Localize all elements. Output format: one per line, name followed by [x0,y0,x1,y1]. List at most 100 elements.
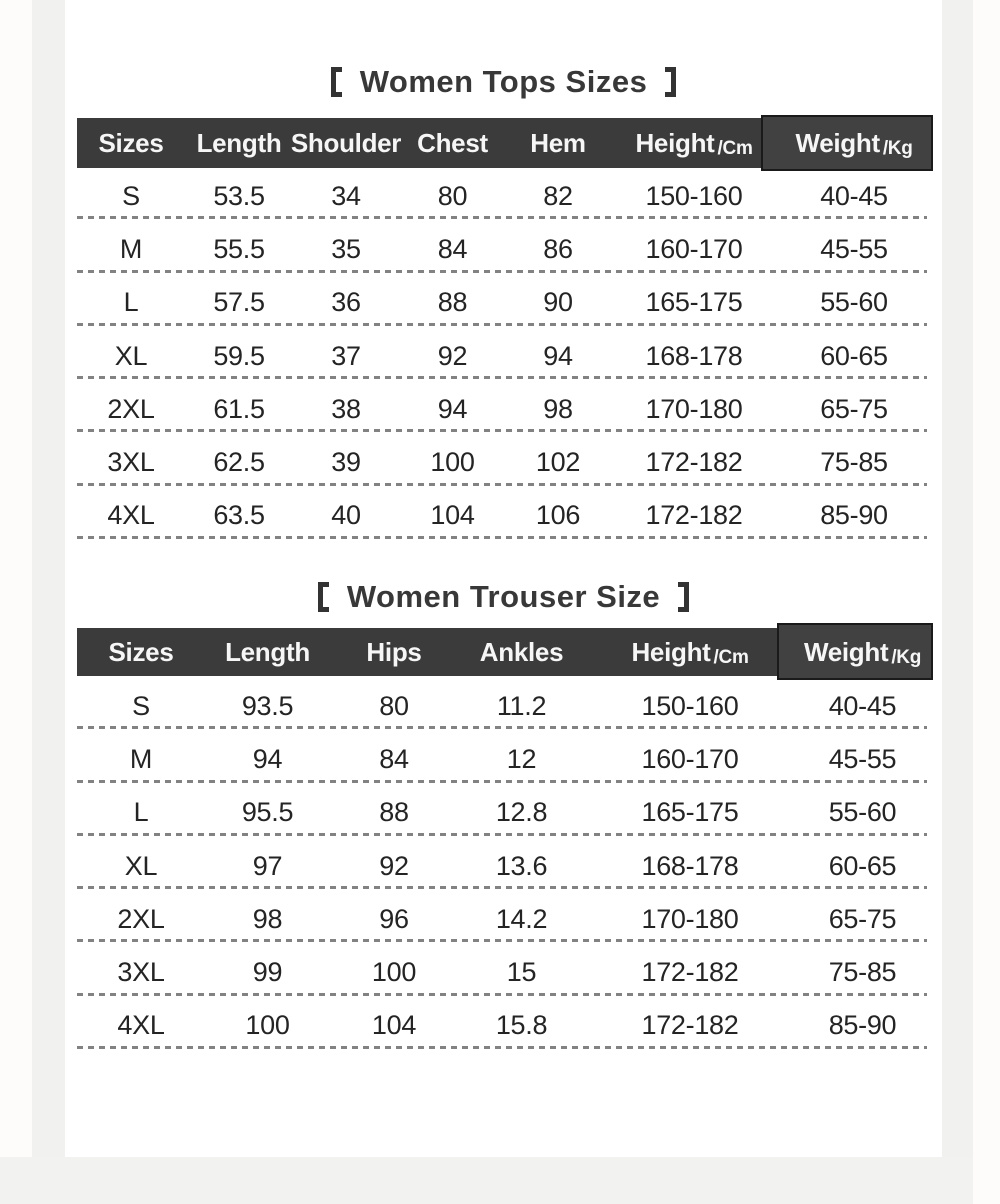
value-cell: 172-182 [641,957,739,988]
lenticular-bracket-right-icon [665,67,677,97]
value-cell: 35 [331,233,361,264]
header-unit-label: /Kg [882,138,913,159]
header-label: Hem [530,127,586,158]
value-cell: 37 [331,340,361,371]
header-label: Length [196,127,282,158]
dashed-divider [77,536,927,540]
header-cell-sizes: Sizes [77,637,205,668]
header-label: Weight [795,127,880,158]
value-cell: 92 [437,340,468,371]
value-cell: 53.5 [213,180,265,211]
value-cell: 150-160 [645,180,743,211]
women-trouser-size-table: Women Trouser Size Sizes Length Hips Ankles… [77,574,933,1050]
value-cell: 172-182 [645,447,743,478]
table-row-s: S 93.5 80 11.2 150-160 40-45 [77,676,930,730]
value-cell: 170-180 [645,393,743,424]
lenticular-bracket-right-icon [678,582,690,612]
header-cell-weight: Weight/Kg [778,127,930,160]
value-cell: 65-75 [820,393,888,424]
header-cell-length: Length [205,637,330,668]
table-title-trouser: Women Trouser Size [77,574,930,620]
size-label-cell: S [132,690,150,721]
value-cell: 62.5 [213,447,265,478]
size-label-cell: S [122,180,140,211]
value-cell: 63.5 [213,500,265,531]
lenticular-bracket-left-icon [330,67,342,97]
value-cell: 99 [252,957,283,988]
value-cell: 84 [437,233,468,264]
table-row-xl: XL 59.5 37 92 94 168-178 60-65 [77,326,930,380]
value-cell: 102 [535,447,581,478]
lenticular-bracket-left-icon [317,582,329,612]
value-cell: 86 [543,233,573,264]
value-cell: 80 [437,180,468,211]
value-cell: 168-178 [641,850,739,881]
value-cell: 15 [506,957,537,988]
header-cell-hem: Hem [506,128,610,159]
header-label: Height [631,636,711,667]
header-unit-label: /Cm [717,138,753,159]
dashed-divider [77,1046,927,1050]
value-cell: 95.5 [241,797,294,828]
value-cell: 12.8 [495,797,548,828]
table-row-l: L 95.5 88 12.8 165-175 55-60 [77,783,930,836]
header-label: Weight [803,636,889,667]
dashed-divider [77,992,927,996]
value-cell: 14.2 [495,903,548,934]
value-cell: 88 [379,797,409,828]
value-cell: 170-180 [641,903,739,934]
value-cell: 96 [379,903,409,934]
page-margin-right [973,0,1000,1204]
table-body: S 93.5 80 11.2 150-160 40-45 M 94 84 12 160-170 45-… [77,676,930,1050]
photo-edge-strip-left [32,0,65,1204]
table-row-2xl: 2XL 98 96 14.2 170-180 65-75 [77,889,930,943]
dashed-divider [77,429,927,433]
weight-header-box [777,623,933,680]
value-cell: 85-90 [828,1010,897,1041]
header-label: Length [225,636,310,667]
value-cell: 59.5 [213,340,265,371]
dashed-divider [77,216,927,220]
dashed-divider [77,939,927,943]
value-cell: 94 [543,340,573,371]
header-cell-ankles: Ankles [458,637,585,668]
value-cell: 82 [543,180,573,211]
dashed-divider [77,482,927,486]
value-cell: 172-182 [641,1010,739,1041]
dashed-divider [77,376,927,380]
value-cell: 38 [331,393,361,424]
table-title-text: Women Tops Sizes [359,64,648,99]
value-cell: 93.5 [241,690,294,721]
value-cell: 168-178 [645,340,743,371]
value-cell: 92 [379,850,409,881]
table-row-s: S 53.5 34 80 82 150-160 40-45 [77,166,930,220]
value-cell: 12 [506,743,537,774]
value-cell: 55-60 [828,797,897,828]
value-cell: 160-170 [645,233,743,264]
weight-header-box [761,115,933,171]
table-body: S 53.5 34 80 82 150-160 40-45 M 55.5 35 84 86 160-17… [77,166,930,540]
size-label-cell: 4XL [107,500,155,531]
value-cell: 40-45 [820,180,888,211]
value-cell: 106 [535,500,581,531]
value-cell: 84 [379,743,409,774]
value-cell: 90 [543,287,573,318]
header-unit-label: /Cm [713,647,749,668]
value-cell: 100 [371,957,417,988]
women-tops-size-table: Women Tops Sizes Sizes Length Shoulder Ches… [77,59,933,540]
table-row-m: M 55.5 35 84 86 160-170 45-55 [77,219,930,273]
header-cell-shoulder: Shoulder [290,127,402,159]
header-label: Sizes [108,636,174,667]
header-cell-hips: Hips [330,637,458,668]
dashed-divider [77,886,927,890]
photo-edge-band-bottom [0,1157,973,1204]
value-cell: 97 [252,850,283,881]
value-cell: 165-175 [645,287,743,318]
value-cell: 55.5 [213,233,265,264]
value-cell: 57.5 [213,287,265,318]
header-label: Shoulder [290,127,402,158]
value-cell: 150-160 [641,690,739,721]
value-cell: 55-60 [820,287,888,318]
value-cell: 160-170 [641,743,739,774]
header-cell-sizes: Sizes [77,128,185,159]
